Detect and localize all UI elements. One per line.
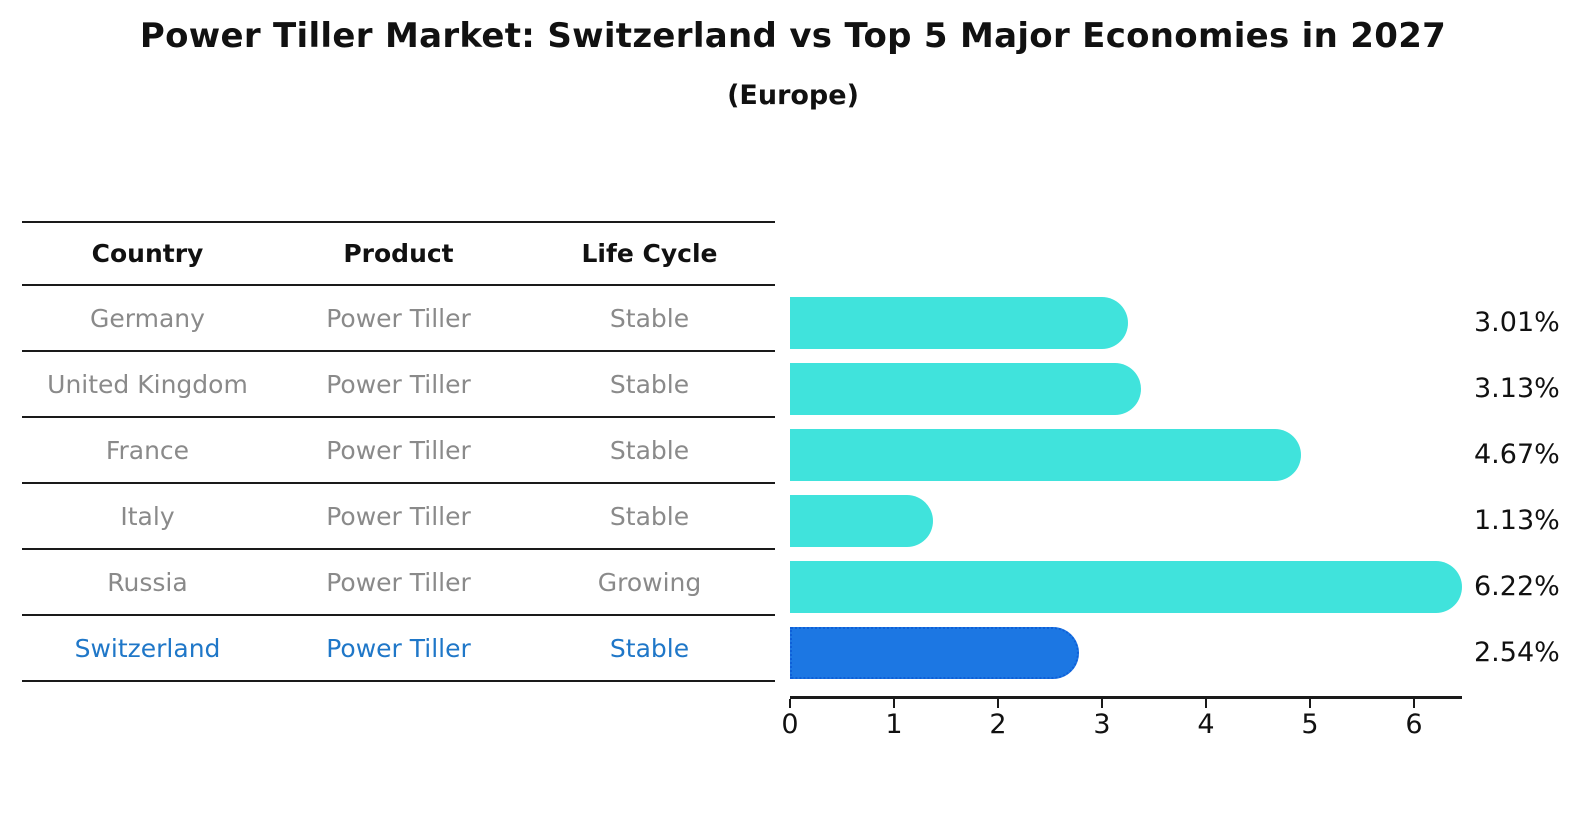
table-cell-product: Power Tiller: [326, 435, 471, 465]
table-cell-life-cycle: Stable: [609, 435, 690, 465]
table-cell-product: Power Tiller: [326, 369, 471, 399]
x-axis-tick-label: 5: [1301, 709, 1319, 740]
country-table-body: Germany Power Tiller Stable United Kingdom P…: [22, 286, 775, 682]
table-row: Russia Power Tiller Growing: [22, 550, 775, 616]
x-axis-tick-label: 1: [885, 709, 903, 740]
country-table: Country Product Life Cycle Germany Power …: [22, 221, 775, 682]
x-axis-tick: [893, 699, 895, 708]
table-row: Germany Power Tiller Stable: [22, 286, 775, 352]
header-cell-life-cycle: Life Cycle: [581, 239, 718, 268]
bar-france: [790, 429, 1301, 481]
table-cell-country: France: [105, 435, 190, 465]
table-cell-product: Power Tiller: [326, 501, 471, 531]
page-subtitle: (Europe): [727, 80, 859, 111]
header-cell-country: Country: [91, 239, 204, 268]
table-cell-product: Power Tiller: [326, 303, 471, 333]
x-axis-tick-label: 0: [781, 709, 799, 740]
table-cell-life-cycle: Stable: [609, 501, 690, 531]
table-row: Switzerland Power Tiller Stable: [22, 616, 775, 682]
bar-russia: [790, 561, 1462, 613]
table-row: United Kingdom Power Tiller Stable: [22, 352, 775, 418]
bar-united-kingdom: [790, 363, 1141, 415]
bar-highlight-switzerland: [790, 627, 1079, 679]
page-title: Power Tiller Market: Switzerland vs Top …: [139, 16, 1447, 56]
table-header-row: Country Product Life Cycle: [22, 223, 775, 286]
bar-value-label: 3.13%: [1474, 373, 1560, 404]
bar-value-label: 6.22%: [1474, 571, 1560, 602]
x-axis-tick-label: 6: [1405, 709, 1423, 740]
table-cell-country: Russia: [107, 567, 188, 597]
table-cell-country: Italy: [120, 501, 175, 531]
table-row: Italy Power Tiller Stable: [22, 484, 775, 550]
table-cell-life-cycle: Growing: [597, 567, 702, 597]
x-axis-line: [790, 696, 1462, 699]
table-row: France Power Tiller Stable: [22, 418, 775, 484]
x-axis-tick: [1205, 699, 1207, 708]
x-axis-tick-label: 4: [1197, 709, 1215, 740]
table-cell-life-cycle: Stable: [609, 633, 690, 663]
bar-germany: [790, 297, 1128, 349]
bar-value-label: 1.13%: [1474, 505, 1560, 536]
bar-value-label: 2.54%: [1474, 637, 1560, 668]
x-axis-tick: [1413, 699, 1415, 708]
header-cell-product: Product: [343, 239, 454, 268]
x-axis-tick: [1309, 699, 1311, 708]
x-axis-tick-label: 2: [989, 709, 1007, 740]
x-axis-tick-label: 3: [1093, 709, 1111, 740]
table-cell-product: Power Tiller: [326, 633, 471, 663]
x-axis-tick: [1101, 699, 1103, 708]
table-cell-country: Germany: [90, 303, 205, 333]
bar-italy: [790, 495, 933, 547]
bar-value-label: 4.67%: [1474, 439, 1560, 470]
bar-value-label: 3.01%: [1474, 307, 1560, 338]
table-cell-country: Switzerland: [74, 633, 221, 663]
table-cell-life-cycle: Stable: [609, 369, 690, 399]
table-cell-life-cycle: Stable: [609, 303, 690, 333]
x-axis-tick: [789, 699, 791, 708]
table-cell-country: United Kingdom: [47, 369, 248, 399]
table-cell-product: Power Tiller: [326, 567, 471, 597]
x-axis-tick: [997, 699, 999, 708]
